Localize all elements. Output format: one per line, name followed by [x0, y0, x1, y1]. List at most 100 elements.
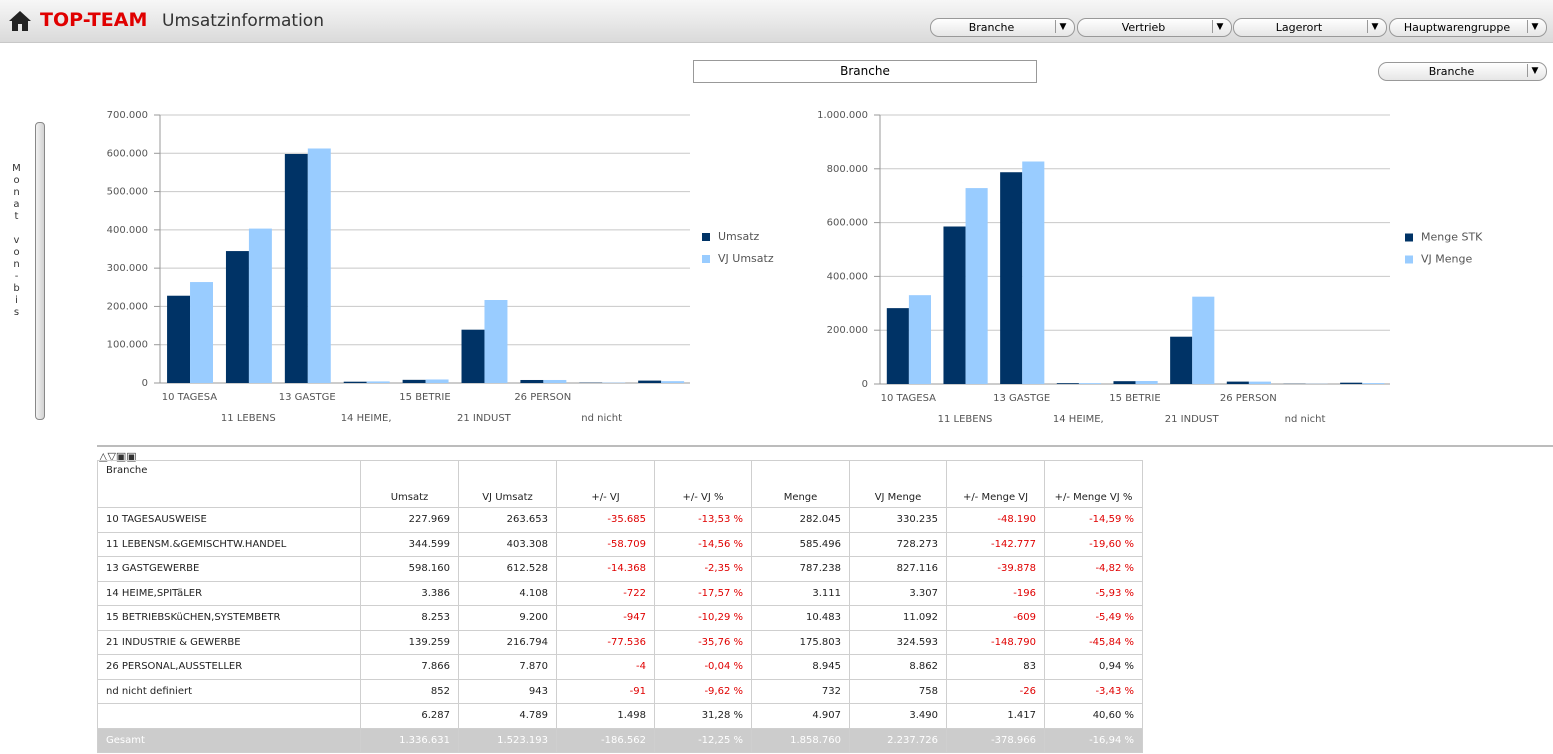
dropdown[interactable]: Hauptwarengruppe ▼	[1389, 18, 1547, 37]
table-cell: 13 GASTGEWERBE	[97, 556, 361, 582]
table-cell: 21 INDUSTRIE & GEWERBE	[97, 629, 361, 655]
dropdown[interactable]: Branche ▼	[1378, 62, 1547, 81]
x-tick-label: 11 LEBENS	[221, 413, 276, 424]
dropdown-label: Lagerort	[1275, 21, 1323, 34]
table-cell: -91	[556, 678, 655, 704]
x-tick-label: 26 PERSON	[1220, 393, 1277, 404]
table-cell: 40,60 %	[1044, 703, 1143, 729]
bar	[1192, 296, 1215, 384]
table-cell: -12,25 %	[654, 727, 752, 753]
table-cell: 7.870	[458, 654, 557, 680]
table-cell: 324.593	[849, 629, 947, 655]
table-cell: -19,60 %	[1044, 531, 1143, 557]
bar	[307, 148, 331, 383]
table-cell: 83	[946, 654, 1045, 680]
data-row: nd nicht definiert 852 943 -91 -9,62 % 732 758…	[97, 678, 1143, 704]
y-tick-label: 0	[142, 378, 148, 389]
table-cell: -45,84 %	[1044, 629, 1143, 655]
bar	[248, 228, 272, 383]
table-cell: -17,57 %	[654, 580, 752, 606]
bar	[908, 295, 931, 384]
table-cell: 26 PERSONAL,AUSSTELLER	[97, 654, 361, 680]
table-cell: 14 HEIME,SPITäLER	[97, 580, 361, 606]
table-cell: -39.878	[946, 556, 1045, 582]
table-cell: 282.045	[751, 507, 850, 533]
table-cell: 787.238	[751, 556, 850, 582]
table-cell: -947	[556, 605, 655, 631]
x-tick-label: nd nicht	[581, 413, 622, 424]
x-tick-label: 13 GASTGE	[993, 393, 1050, 404]
y-tick-label: 0	[862, 379, 868, 390]
table-cell: -9,62 %	[654, 678, 752, 704]
bar	[965, 188, 988, 384]
table-cell: 4.108	[458, 580, 557, 606]
bar	[1170, 336, 1193, 384]
legend-swatch	[702, 233, 710, 241]
x-tick-label: 14 HEIME,	[1053, 414, 1104, 425]
home-icon[interactable]	[8, 10, 32, 32]
bar	[1248, 381, 1271, 384]
legend-label: Menge STK	[1421, 231, 1483, 244]
table-cell: -26	[946, 678, 1045, 704]
y-tick-label: 300.000	[107, 263, 148, 274]
table-cell: -48.190	[946, 507, 1045, 533]
app-title: Umsatzinformation	[162, 11, 324, 31]
dropdown[interactable]: Branche ▼	[930, 18, 1075, 37]
table-cell: 216.794	[458, 629, 557, 655]
bar	[1362, 383, 1385, 384]
data-row: 11 LEBENSM.&GEMISCHTW.HANDEL 344.599 403.3…	[97, 531, 1143, 557]
table-cell: 330.235	[849, 507, 947, 533]
table-cell: 585.496	[751, 531, 850, 557]
bar	[520, 379, 544, 383]
table-cell: 8.862	[849, 654, 947, 680]
x-tick-label: 15 BETRIE	[1109, 393, 1160, 404]
column-header: VJ Menge	[849, 460, 947, 508]
x-tick-label: nd nicht	[1285, 414, 1326, 425]
x-tick-label: 13 GASTGE	[279, 392, 336, 403]
table-cell: 3.490	[849, 703, 947, 729]
table-cell: -5,49 %	[1044, 605, 1143, 631]
table-cell: 1.523.193	[458, 727, 557, 753]
table-cell: 827.116	[849, 556, 947, 582]
data-row: 26 PERSONAL,AUSSTELLER 7.866 7.870 -4 -0,04 …	[97, 654, 1143, 680]
table-cell: -13,53 %	[654, 507, 752, 533]
data-row: 6.287 4.789 1.498 31,28 % 4.907 3.490 1.417 40,…	[97, 703, 1143, 729]
dropdown[interactable]: Vertrieb ▼	[1077, 18, 1232, 37]
table-cell: 4.907	[751, 703, 850, 729]
bar	[225, 251, 249, 383]
table-cell: 8.945	[751, 654, 850, 680]
table-cell: -35.685	[556, 507, 655, 533]
table-tools[interactable]: △▽▣▣	[99, 450, 137, 463]
dropdown[interactable]: Lagerort ▼	[1233, 18, 1387, 37]
table-cell: 11 LEBENSM.&GEMISCHTW.HANDEL	[97, 531, 361, 557]
table-cell: -2,35 %	[654, 556, 752, 582]
table-cell: 31,28 %	[654, 703, 752, 729]
x-tick-label: 10 TAGESA	[881, 393, 937, 404]
table-cell: 943	[458, 678, 557, 704]
brand: TOP-TEAM	[40, 9, 148, 31]
range-slider[interactable]	[35, 122, 45, 420]
legend-swatch	[1405, 255, 1413, 264]
table-cell: -3,43 %	[1044, 678, 1143, 704]
x-tick-label: 10 TAGESA	[162, 392, 218, 403]
table-cell: -142.777	[946, 531, 1045, 557]
table-cell: 8.253	[360, 605, 459, 631]
table-cell: 10 TAGESAUSWEISE	[97, 507, 361, 533]
bar	[1340, 382, 1363, 384]
table-cell: -4,82 %	[1044, 556, 1143, 582]
total-row: Gesamt 1.336.631 1.523.193 -186.562 -12,25 %…	[97, 727, 1143, 753]
table-cell: 6.287	[360, 703, 459, 729]
bar	[1056, 383, 1079, 384]
dropdown-label: Branche	[1428, 65, 1475, 78]
y-tick-label: 600.000	[107, 148, 148, 159]
bar	[886, 308, 909, 384]
table-cell: 598.160	[360, 556, 459, 582]
table-cell	[97, 703, 361, 729]
table-cell: -58.709	[556, 531, 655, 557]
table-cell: 732	[751, 678, 850, 704]
bar	[1135, 381, 1158, 384]
x-tick-label: 21 INDUST	[1165, 414, 1220, 425]
bar	[484, 299, 508, 383]
table-cell: 10.483	[751, 605, 850, 631]
table-cell: -0,04 %	[654, 654, 752, 680]
